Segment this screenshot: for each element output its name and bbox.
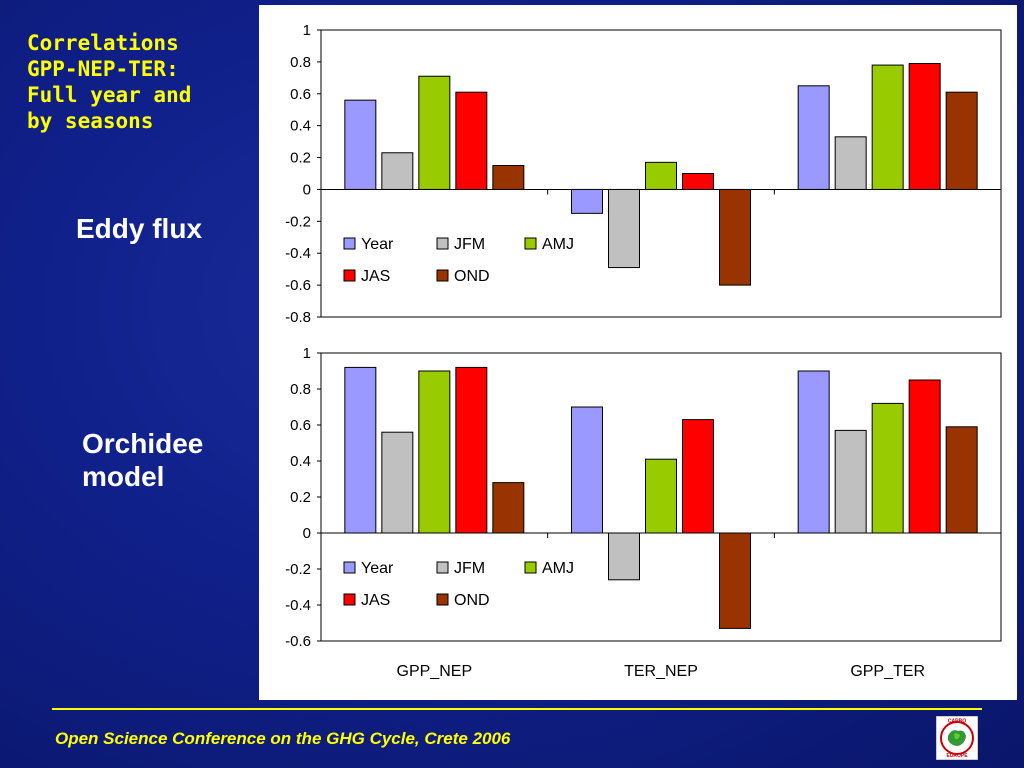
bar-amj-ter-nep — [645, 161, 677, 190]
orchidee-model-label: Orchidee model — [82, 427, 203, 493]
bar-jfm-gpp-ter — [834, 429, 867, 534]
legend-swatch-year — [343, 561, 356, 574]
y-tick-label: -0.4 — [285, 245, 311, 262]
y-tick-label: 0.2 — [290, 489, 311, 506]
bar-year-ter-nep — [571, 188, 603, 214]
orchidee-label-line-2: model — [82, 461, 165, 492]
bar-jas-gpp-ter — [908, 62, 941, 190]
legend-swatch-jfm — [436, 237, 449, 250]
bar-amj-gpp-ter — [871, 64, 904, 190]
bar-jfm-gpp-ter — [834, 136, 867, 190]
eddy-flux-label: Eddy flux — [76, 213, 203, 244]
bar-amj-gpp-ter — [871, 402, 904, 534]
y-tick-label: -0.2 — [285, 213, 311, 230]
title-line-1: Correlations — [27, 31, 179, 55]
eddy-flux-chart: 1 0.8 0.6 0.4 0.2 0 -0.2 -0.4 -0.6 -0.8 Year JFM AMJ… — [285, 22, 1002, 326]
legend-label-jfm: JFM — [454, 236, 485, 253]
y-tick-label: 0.4 — [290, 453, 311, 470]
bar-amj-gpp-nep — [418, 75, 451, 190]
title-line-2: GPP-NEP-TER: — [27, 57, 179, 81]
y-tick-label: 0.8 — [290, 54, 311, 71]
legend-label-ond: OND — [454, 268, 490, 285]
bar-amj-gpp-nep — [418, 370, 451, 534]
bar-year-ter-nep — [571, 406, 603, 534]
orchidee-chart-panel: 1 0.8 0.6 0.4 0.2 0 -0.2 -0.4 -0.6 GPP_NEP TER_NEP… — [259, 330, 1017, 700]
orchidee-chart: 1 0.8 0.6 0.4 0.2 0 -0.2 -0.4 -0.6 GPP_NEP TER_NEP… — [285, 345, 1002, 680]
y-tick-label: -0.2 — [285, 561, 311, 578]
legend-label-year: Year — [361, 236, 394, 253]
logo-text-top: CARBO — [948, 719, 966, 725]
y-tick-label: 0.8 — [290, 381, 311, 398]
y-tick-label: 0 — [303, 525, 311, 542]
title-line-3: Full year and — [27, 83, 192, 107]
x-category-label: GPP_TER — [850, 663, 925, 680]
bar-year-gpp-ter — [797, 85, 830, 190]
bar-ond-gpp-nep — [492, 165, 525, 190]
y-tick-label: -0.4 — [285, 597, 311, 614]
legend-swatch-ond — [436, 269, 449, 282]
y-tick-label: -0.8 — [285, 309, 311, 326]
legend-label-jas: JAS — [361, 592, 390, 609]
bar-ond-gpp-ter — [945, 91, 978, 190]
x-category-label: GPP_NEP — [397, 663, 473, 680]
y-tick-label: 1 — [303, 22, 311, 39]
orchidee-label-line-1: Orchidee — [82, 428, 204, 459]
legend-label-ond: OND — [454, 592, 490, 609]
y-tick-label: -0.6 — [285, 633, 311, 650]
legend-label-jfm: JFM — [454, 560, 485, 577]
title-line-4: by seasons — [27, 109, 154, 133]
bar-jfm-gpp-nep — [381, 431, 414, 534]
footer-divider — [52, 708, 982, 710]
y-tick-label: 0.2 — [290, 150, 311, 167]
slide-title: Correlations GPP-NEP-TER: Full year and … — [27, 30, 257, 134]
y-tick-label: 0.6 — [290, 417, 311, 434]
bar-jas-gpp-ter — [908, 379, 941, 534]
bar-jas-ter-nep — [682, 419, 714, 534]
legend-swatch-amj — [524, 237, 537, 250]
bar-ond-gpp-ter — [945, 426, 978, 534]
bar-jas-gpp-nep — [455, 91, 488, 190]
y-tick-label: -0.6 — [285, 277, 311, 294]
legend-swatch-year — [343, 237, 356, 250]
footer-text: Open Science Conference on the GHG Cycle… — [55, 729, 511, 748]
legend-label-amj: AMJ — [542, 236, 574, 253]
eddy-flux-chart-panel: 1 0.8 0.6 0.4 0.2 0 -0.2 -0.4 -0.6 -0.8 Year JFM AMJ… — [259, 5, 1017, 330]
bar-year-gpp-ter — [797, 370, 830, 534]
bar-ond-ter-nep — [719, 532, 751, 629]
bar-ond-ter-nep — [719, 188, 751, 286]
carboeurope-logo: CARBO EUROPE — [936, 716, 978, 760]
bar-jfm-ter-nep — [608, 532, 640, 581]
y-tick-label: 0 — [303, 181, 311, 198]
y-tick-label: 0.6 — [290, 86, 311, 103]
logo-text-bottom: EUROPE — [946, 753, 968, 759]
legend-label-year: Year — [361, 560, 394, 577]
legend-swatch-amj — [524, 561, 537, 574]
bar-jfm-gpp-nep — [381, 152, 414, 190]
legend-swatch-jfm — [436, 561, 449, 574]
bar-ond-gpp-nep — [492, 482, 525, 534]
y-tick-label: 0.4 — [290, 118, 311, 135]
legend-swatch-jas — [343, 269, 356, 282]
bar-year-gpp-nep — [344, 366, 377, 534]
bar-year-gpp-nep — [344, 99, 377, 190]
legend-swatch-jas — [343, 593, 356, 606]
x-category-label: TER_NEP — [624, 663, 698, 680]
legend-label-jas: JAS — [361, 268, 390, 285]
bar-jas-gpp-nep — [455, 366, 488, 534]
bar-jas-ter-nep — [682, 173, 714, 190]
y-tick-label: 1 — [303, 345, 311, 362]
legend-swatch-ond — [436, 593, 449, 606]
bar-jfm-ter-nep — [608, 188, 640, 269]
bar-amj-ter-nep — [645, 458, 677, 534]
legend-label-amj: AMJ — [542, 560, 574, 577]
